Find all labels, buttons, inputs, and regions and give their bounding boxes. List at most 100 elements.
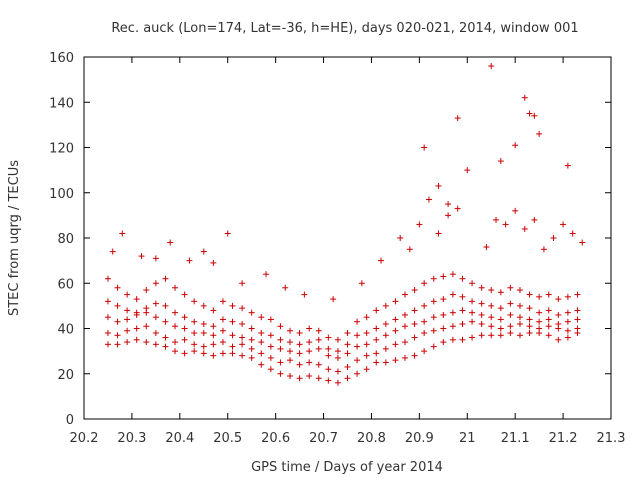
data-point xyxy=(325,334,332,341)
data-point xyxy=(516,302,523,309)
data-point xyxy=(104,275,111,282)
data-point xyxy=(104,341,111,348)
data-point xyxy=(152,300,159,307)
data-point xyxy=(354,318,361,325)
data-point xyxy=(440,325,447,332)
data-point xyxy=(516,320,523,327)
data-point xyxy=(449,271,456,278)
data-point xyxy=(219,298,226,305)
data-point xyxy=(277,370,284,377)
data-point xyxy=(488,287,495,294)
data-point xyxy=(109,248,116,255)
data-point xyxy=(162,302,169,309)
data-point xyxy=(282,284,289,291)
data-point xyxy=(564,309,571,316)
y-tick-label: 20 xyxy=(57,368,74,383)
data-point xyxy=(421,302,428,309)
data-point xyxy=(411,334,418,341)
data-point xyxy=(344,341,351,348)
data-point xyxy=(210,323,217,330)
data-point xyxy=(344,350,351,357)
data-point xyxy=(315,345,322,352)
data-point xyxy=(104,314,111,321)
data-point xyxy=(440,273,447,280)
data-point xyxy=(512,142,519,149)
data-point xyxy=(277,345,284,352)
data-point xyxy=(560,221,567,228)
data-point xyxy=(143,339,150,346)
data-point xyxy=(545,291,552,298)
data-point xyxy=(210,332,217,339)
data-point xyxy=(219,339,226,346)
data-point xyxy=(564,318,571,325)
data-point xyxy=(344,375,351,382)
data-point xyxy=(363,314,370,321)
data-point xyxy=(488,63,495,70)
data-point xyxy=(315,375,322,382)
data-point xyxy=(119,230,126,237)
data-point xyxy=(449,309,456,316)
data-point xyxy=(354,332,361,339)
data-point xyxy=(200,350,207,357)
data-point xyxy=(306,373,313,380)
data-point xyxy=(248,309,255,316)
data-point xyxy=(258,350,265,357)
data-point xyxy=(248,345,255,352)
data-point xyxy=(143,323,150,330)
data-point xyxy=(325,366,332,373)
x-tick-label: 20.3 xyxy=(117,431,146,446)
data-point xyxy=(239,334,246,341)
data-point xyxy=(401,323,408,330)
data-point xyxy=(411,320,418,327)
data-point xyxy=(574,325,581,332)
data-point xyxy=(435,230,442,237)
data-point xyxy=(325,377,332,384)
y-tick-label: 0 xyxy=(66,413,74,428)
data-point xyxy=(334,368,341,375)
data-point xyxy=(430,327,437,334)
data-point xyxy=(124,291,131,298)
data-point xyxy=(181,314,188,321)
data-point xyxy=(430,343,437,350)
data-points xyxy=(104,63,586,386)
data-point xyxy=(536,325,543,332)
data-point xyxy=(191,330,198,337)
data-point xyxy=(469,298,476,305)
data-point xyxy=(526,323,533,330)
data-point xyxy=(358,280,365,287)
data-point xyxy=(354,343,361,350)
data-point xyxy=(330,296,337,303)
data-point xyxy=(248,325,255,332)
data-point xyxy=(210,259,217,266)
data-point xyxy=(401,339,408,346)
y-tick-label: 80 xyxy=(57,232,74,247)
data-point xyxy=(516,287,523,294)
x-tick-label: 20.4 xyxy=(165,431,194,446)
data-point xyxy=(483,244,490,251)
data-point xyxy=(516,332,523,339)
data-point xyxy=(186,257,193,264)
data-point xyxy=(478,284,485,291)
data-point xyxy=(382,359,389,366)
x-tick-label: 21.3 xyxy=(597,431,626,446)
data-point xyxy=(296,375,303,382)
y-tick-label: 100 xyxy=(49,187,74,202)
data-point xyxy=(469,318,476,325)
data-point xyxy=(411,307,418,314)
data-point xyxy=(162,343,169,350)
data-point xyxy=(334,379,341,386)
data-point xyxy=(425,196,432,203)
data-point xyxy=(564,162,571,169)
data-point xyxy=(167,239,174,246)
data-point xyxy=(124,339,131,346)
data-point xyxy=(224,230,231,237)
data-point xyxy=(200,302,207,309)
data-point xyxy=(469,334,476,341)
data-point xyxy=(421,330,428,337)
data-point xyxy=(401,354,408,361)
data-point xyxy=(363,341,370,348)
data-point xyxy=(263,271,270,278)
data-point xyxy=(392,341,399,348)
data-point xyxy=(172,284,179,291)
data-point xyxy=(478,300,485,307)
